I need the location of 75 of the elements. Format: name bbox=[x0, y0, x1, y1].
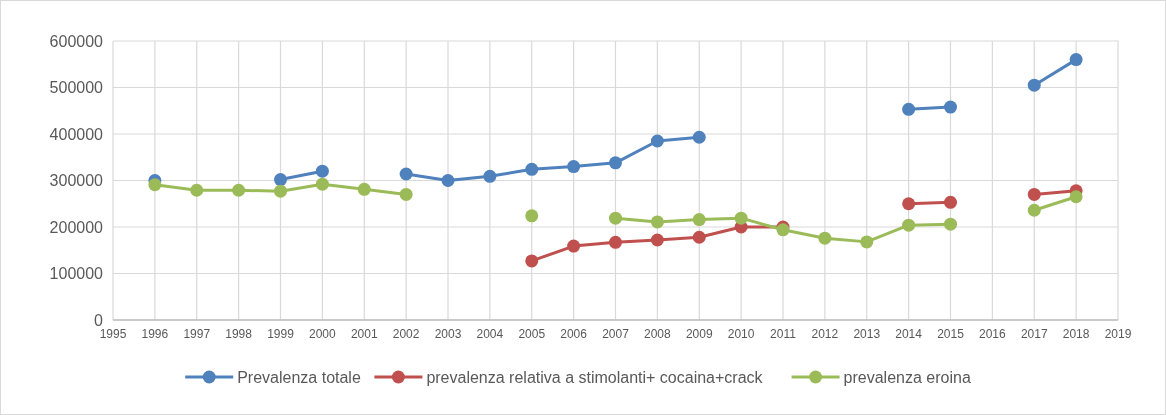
point bbox=[315, 164, 329, 178]
point bbox=[609, 211, 622, 225]
x-tick-label: 2017 bbox=[1020, 327, 1048, 341]
point bbox=[357, 182, 371, 196]
y-tick-label: 400000 bbox=[49, 125, 104, 143]
point bbox=[734, 211, 748, 225]
point bbox=[1069, 190, 1083, 204]
point bbox=[609, 156, 622, 170]
point bbox=[399, 167, 413, 181]
legend-label: prevalenza relativa a stimolanti+ cocaina+crack bbox=[426, 368, 764, 386]
x-tick-label: 1998 bbox=[225, 327, 253, 341]
point bbox=[399, 187, 413, 201]
x-tick-label: 2001 bbox=[350, 327, 378, 341]
x-tick-label: 2004 bbox=[476, 327, 504, 341]
x-tick-label: 2000 bbox=[309, 327, 337, 341]
x-tick-label: 2008 bbox=[644, 327, 672, 341]
y-tick-label: 0 bbox=[94, 311, 104, 329]
point bbox=[944, 100, 957, 114]
point bbox=[148, 178, 162, 192]
point bbox=[1027, 78, 1041, 92]
point bbox=[483, 169, 497, 183]
x-tick-label: 1995 bbox=[99, 327, 127, 341]
point bbox=[567, 160, 581, 174]
x-tick-label: 2018 bbox=[1062, 327, 1090, 341]
x-tick-label: 2007 bbox=[602, 327, 630, 341]
point bbox=[190, 183, 204, 197]
point bbox=[860, 235, 874, 249]
point bbox=[525, 209, 539, 223]
point bbox=[315, 177, 329, 191]
point bbox=[650, 215, 664, 229]
x-tick-label: 2002 bbox=[392, 327, 420, 341]
point bbox=[650, 134, 664, 148]
point bbox=[692, 230, 706, 244]
point bbox=[692, 130, 706, 144]
x-tick-label: 2009 bbox=[685, 327, 713, 341]
x-tick-label: 2013 bbox=[853, 327, 881, 341]
y-tick-label: 600000 bbox=[49, 32, 104, 50]
point bbox=[525, 162, 539, 176]
x-tick-label: 2011 bbox=[770, 327, 797, 341]
point bbox=[818, 231, 832, 245]
point bbox=[567, 239, 581, 253]
point bbox=[902, 197, 916, 211]
point bbox=[274, 173, 287, 187]
point bbox=[441, 174, 455, 187]
point bbox=[944, 217, 957, 231]
x-tick-label: 2012 bbox=[811, 327, 839, 341]
x-tick-label: 2019 bbox=[1104, 327, 1132, 341]
x-tick-label: 1999 bbox=[267, 327, 295, 341]
x-tick-label: 1997 bbox=[183, 327, 211, 341]
x-tick-label: 2016 bbox=[979, 327, 1007, 341]
x-tick-label: 2014 bbox=[895, 327, 923, 341]
x-tick-label: 2010 bbox=[727, 327, 755, 341]
point bbox=[525, 254, 539, 268]
point bbox=[609, 235, 622, 249]
point bbox=[650, 233, 664, 247]
point bbox=[1027, 187, 1041, 201]
point bbox=[692, 213, 706, 227]
y-tick-label: 500000 bbox=[49, 79, 104, 97]
y-tick-label: 300000 bbox=[49, 172, 104, 190]
y-tick-label: 200000 bbox=[49, 218, 104, 236]
legend-label: prevalenza eroina bbox=[843, 368, 971, 386]
legend-label: Prevalenza totale bbox=[237, 368, 361, 386]
x-tick-label: 2015 bbox=[937, 327, 965, 341]
x-tick-label: 2006 bbox=[560, 327, 588, 341]
x-tick-label: 2005 bbox=[518, 327, 546, 341]
y-tick-label: 100000 bbox=[49, 265, 104, 283]
point bbox=[232, 183, 246, 197]
point bbox=[1027, 203, 1041, 217]
x-tick-label: 1996 bbox=[141, 327, 169, 341]
point bbox=[944, 195, 957, 209]
point bbox=[902, 218, 916, 232]
point bbox=[902, 102, 916, 116]
point bbox=[274, 184, 287, 198]
point bbox=[1069, 53, 1083, 67]
x-tick-label: 2003 bbox=[434, 327, 462, 341]
